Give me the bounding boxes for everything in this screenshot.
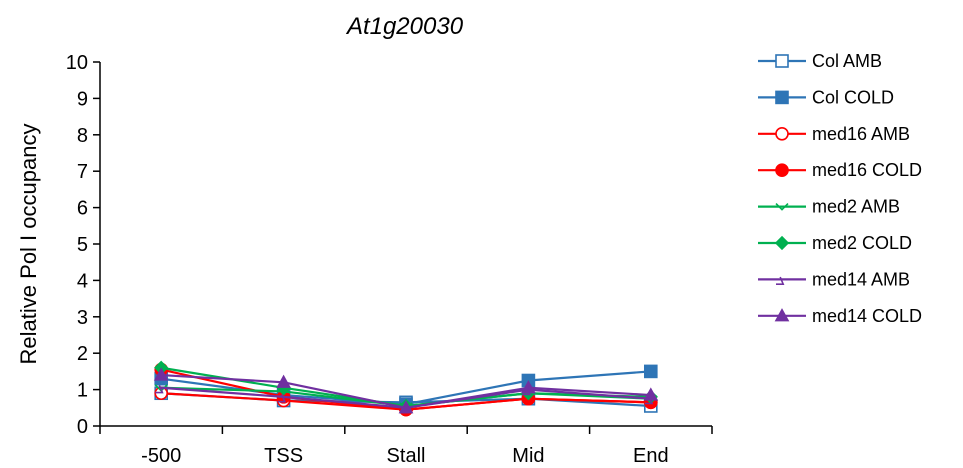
legend-item-med2-amb: med2 AMB [758, 197, 900, 217]
chart-title: At1g20030 [345, 13, 464, 40]
legend-item-med16-amb: med16 AMB [758, 124, 910, 144]
x-tick-label: Stall [387, 445, 426, 467]
data-point-med14-cold [521, 380, 536, 394]
x-tick-label: End [633, 445, 669, 467]
y-tick-label: 8 [77, 125, 88, 147]
y-tick-label: 0 [77, 416, 88, 438]
data-point-med14-cold [153, 367, 169, 381]
y-tick-label: 6 [77, 198, 88, 220]
y-tick-label: 1 [77, 380, 88, 402]
legend-label: med16 AMB [812, 124, 910, 144]
legend-label: Col COLD [812, 87, 894, 107]
legend-item-med16-cold: med16 COLD [758, 160, 922, 180]
y-tick-label: 4 [77, 270, 88, 292]
data-point-med14-cold [643, 387, 659, 401]
legend-label: med16 COLD [812, 160, 922, 180]
y-tick-label: 10 [66, 52, 88, 74]
legend-marker [775, 203, 789, 211]
legend-item-col-cold: Col COLD [758, 87, 894, 107]
x-tick-label: TSS [264, 445, 303, 467]
legend-marker [775, 127, 789, 141]
x-tick-label: Mid [512, 445, 544, 467]
legend-item-med14-cold: med14 COLD [758, 306, 922, 326]
y-axis-ticks: 0 1 2 3 4 5 6 7 8 9 10 [66, 52, 100, 438]
legend: Col AMB Col COLD med16 AMB med16 COLD med2 A… [758, 51, 922, 326]
y-axis-title: Relative Pol I occupancy [16, 124, 41, 365]
data-point-med14-cold [276, 374, 291, 388]
series-layer [153, 360, 659, 417]
data-point-col-cold [643, 364, 658, 379]
legend-label: med2 COLD [812, 233, 912, 253]
y-tick-label: 3 [77, 307, 88, 329]
data-point-med14-amb [277, 394, 286, 403]
legend-item-med14-amb: med14 AMB [758, 269, 910, 289]
legend-marker [775, 90, 789, 105]
legend-label: Col AMB [812, 51, 882, 71]
legend-label: med14 AMB [812, 269, 910, 289]
legend-label: med14 COLD [812, 306, 922, 326]
axes [99, 62, 712, 427]
series-med14-cold [153, 367, 659, 414]
legend-label: med2 AMB [812, 197, 900, 217]
data-point-med14-cold [398, 400, 414, 414]
legend-item-col-amb: Col AMB [758, 51, 882, 71]
legend-marker [775, 163, 789, 177]
y-tick-label: 9 [77, 88, 88, 110]
x-tick-label: -500 [141, 445, 181, 467]
legend-marker [776, 276, 785, 286]
y-tick-label: 5 [77, 234, 88, 256]
legend-marker [775, 54, 789, 68]
y-tick-label: 7 [77, 161, 88, 183]
legend-item-med2-cold: med2 COLD [758, 233, 912, 253]
data-point-med14-amb [155, 385, 164, 394]
y-tick-label: 2 [77, 343, 88, 365]
x-axis-ticks: -500 TSS Stall Mid End [99, 426, 713, 467]
legend-marker [774, 308, 790, 322]
legend-marker [774, 235, 790, 251]
